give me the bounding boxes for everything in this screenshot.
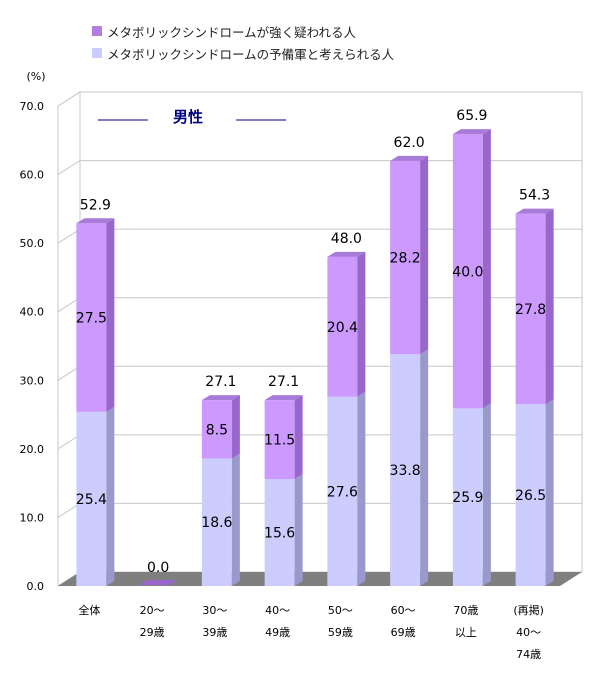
- data-label: 25.9: [452, 490, 483, 506]
- bar-segment-side: [420, 349, 429, 586]
- y-tick-label: 60.0: [20, 169, 45, 182]
- bar-segment-side: [545, 399, 554, 586]
- bar-segment: [201, 400, 232, 459]
- bar-segment: [452, 134, 483, 409]
- chart-title: 男性: [173, 108, 203, 126]
- bar-segment-side: [106, 218, 115, 412]
- bar-segment-side: [482, 403, 491, 586]
- bar-segment: [76, 411, 107, 586]
- x-tick-label: 59歳: [328, 626, 353, 639]
- x-tick-label: 40～: [265, 604, 290, 617]
- total-label: 27.1: [268, 374, 299, 390]
- data-label: 18.6: [201, 515, 232, 531]
- y-tick-label: 40.0: [20, 306, 45, 319]
- total-label: 62.0: [394, 135, 425, 151]
- x-tick-label: 39歳: [202, 626, 227, 639]
- bar-segment-side: [231, 453, 240, 586]
- total-label: 54.3: [519, 188, 550, 204]
- bar-top: [515, 208, 554, 214]
- legend-item-strongly-suspected: メタボリックシンドロームが強く疑われる人: [92, 20, 394, 42]
- bar-segment-side: [357, 391, 366, 586]
- data-label: 40.0: [452, 264, 483, 280]
- legend-swatch-reserve: [92, 48, 102, 58]
- y-tick-label: 30.0: [20, 374, 45, 387]
- y-axis-unit: (%): [26, 70, 45, 83]
- bar-segment: [390, 354, 421, 586]
- legend-swatch-strongly-suspected: [92, 26, 102, 36]
- bar-top: [452, 129, 491, 135]
- data-label: 33.8: [390, 463, 421, 479]
- data-label: 28.2: [390, 251, 421, 267]
- total-label: 65.9: [456, 108, 487, 124]
- bar-segment: [76, 223, 107, 412]
- total-label: 48.0: [331, 231, 362, 247]
- data-label: 26.5: [515, 488, 546, 504]
- x-tick-label: 30～: [202, 604, 227, 617]
- data-label: 11.5: [264, 433, 295, 449]
- bar-segment: [264, 479, 295, 586]
- bar-segment: [452, 408, 483, 586]
- x-tick-label: 49歳: [265, 626, 290, 639]
- bar-segment: [515, 404, 546, 586]
- floor: [58, 572, 582, 586]
- data-label: 25.4: [76, 492, 107, 508]
- total-label: 0.0: [147, 560, 169, 576]
- bar-segment-side: [420, 155, 429, 355]
- x-tick-label: 60～: [391, 604, 416, 617]
- total-label: 27.1: [205, 374, 236, 390]
- x-tick-label: 74歳: [516, 648, 541, 661]
- legend-item-reserve: メタボリックシンドロームの予備軍と考えられる人: [92, 42, 394, 64]
- total-label: 52.9: [80, 197, 111, 213]
- bar-segment: [390, 160, 421, 355]
- x-tick-label: 29歳: [140, 626, 165, 639]
- y-tick-label: 70.0: [20, 100, 45, 113]
- x-tick-label: 20～: [140, 604, 165, 617]
- bar-segment-side: [106, 406, 115, 586]
- x-tick-label: 70歳: [453, 604, 478, 617]
- data-label: 15.6: [264, 526, 295, 542]
- x-tick-label: 69歳: [391, 626, 416, 639]
- bar-segment-side: [231, 395, 240, 459]
- x-tick-label: 50～: [328, 604, 353, 617]
- bar-segment: [515, 213, 546, 405]
- data-label: 27.6: [327, 484, 358, 500]
- bar-top: [264, 395, 303, 401]
- bar-top: [390, 155, 429, 161]
- y-tick-label: 10.0: [20, 511, 45, 524]
- bar-segment-side: [294, 474, 303, 586]
- bar-segment-side: [545, 208, 554, 405]
- bar-segment: [327, 256, 358, 397]
- gridline: [57, 91, 582, 107]
- y-tick-label: 20.0: [20, 443, 45, 456]
- data-label: 27.5: [76, 311, 107, 327]
- bar-top-flat: [139, 580, 178, 585]
- bar-segment: [264, 400, 295, 480]
- data-label: 27.8: [515, 302, 546, 318]
- x-tick-label: 以上: [455, 626, 477, 639]
- bar-segment-side: [294, 395, 303, 480]
- bar-top: [327, 251, 366, 257]
- bar-segment: [201, 458, 232, 586]
- bar-segment: [327, 396, 358, 586]
- data-label: 20.4: [327, 320, 358, 336]
- x-tick-label: 40～: [516, 626, 541, 639]
- data-label: 8.5: [206, 422, 228, 438]
- bar-segment-side: [357, 251, 366, 397]
- legend-label-reserve: メタボリックシンドロームの予備軍と考えられる人: [107, 46, 395, 62]
- bar-top: [76, 218, 115, 224]
- bar-top: [201, 395, 240, 401]
- y-tick-label: 50.0: [20, 237, 45, 250]
- y-tick-label: 0.0: [27, 580, 45, 593]
- x-tick-label: 全体: [78, 603, 100, 617]
- bar-segment-side: [482, 129, 491, 409]
- legend: メタボリックシンドロームが強く疑われる人 メタボリックシンドロームの予備軍と考え…: [92, 20, 394, 64]
- x-tick-label: (再掲): [513, 603, 544, 617]
- legend-label-strongly-suspected: メタボリックシンドロームが強く疑われる人: [107, 24, 357, 40]
